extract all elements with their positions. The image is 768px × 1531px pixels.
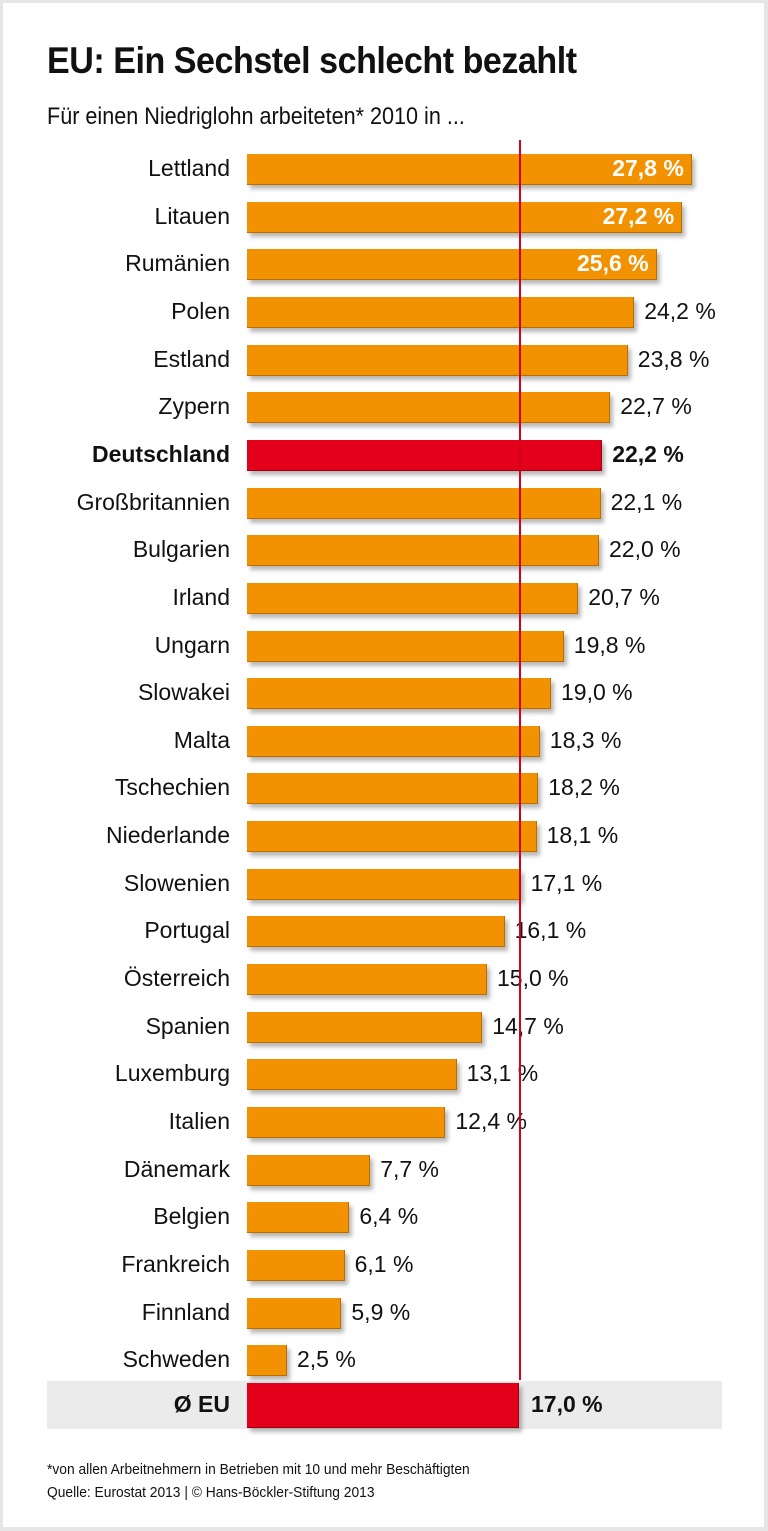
bar-zypern [247,392,611,424]
value-label: 20,7 % [588,583,660,610]
bar-polen [247,296,635,328]
bar-belgien [247,1202,350,1234]
category-label: Luxemburg [114,1060,230,1087]
category-label: Tschechien [114,774,230,801]
category-label: Bulgarien [132,536,230,563]
category-label: Estland [153,345,230,372]
bar-portugal [247,916,505,948]
value-label: 6,1 % [354,1250,414,1277]
value-label: 13,1 % [466,1060,539,1087]
bar-eu-average [247,1383,519,1428]
value-label: 2,5 % [297,1346,356,1373]
category-label: Belgien [153,1203,230,1230]
bar-ungarn [247,630,564,662]
bar-italien [247,1107,446,1138]
category-label: Irland [172,583,230,610]
category-label: Schweden [122,1346,230,1373]
value-label: 23,8 % [637,345,710,372]
footnote: *von allen Arbeitnehmern in Betrieben mi… [47,1461,470,1478]
value-label: 17,1 % [530,869,603,896]
bar-österreich [247,964,487,996]
value-label: 6,4 % [359,1203,419,1230]
value-label: 22,7 % [620,393,692,420]
value-label: 25,6 % [577,250,649,277]
bar-niederlande [247,821,537,853]
category-label: Deutschland [91,440,230,467]
category-label: Frankreich [121,1250,230,1277]
category-label: Dänemark [123,1155,230,1182]
category-label: Litauen [154,202,230,229]
value-label: 5,9 % [351,1298,411,1325]
value-label: 24,2 % [644,297,716,324]
value-label: 18,2 % [548,774,620,801]
bar-tschechien [247,773,539,805]
chart-title: EU: Ein Sechstel schlecht bezahlt [47,40,577,81]
source-credit: Quelle: Eurostat 2013 | © Hans-Böckler-S… [47,1484,375,1501]
category-label: Großbritannien [76,488,230,515]
bar-finnland [247,1297,342,1329]
bar-irland [247,582,579,614]
bar-dänemark [247,1154,371,1186]
category-label: Lettland [148,155,230,181]
category-label: Slowakei [137,679,230,706]
value-label: 18,3 % [549,726,622,753]
bar-großbritannien [247,487,601,519]
bar-frankreich [247,1249,345,1281]
value-label: 16,1 % [514,917,587,944]
category-label: Zypern [158,393,230,420]
value-label: 19,8 % [573,631,646,658]
value-label: 19,0 % [561,679,633,706]
value-label: 27,8 % [612,155,684,181]
value-label: 18,1 % [546,822,619,849]
eu-average-line [519,140,521,1380]
eu-average-label: Ø EU [173,1391,230,1417]
bar-slowakei [247,678,551,710]
value-label: 7,7 % [380,1155,440,1182]
category-label: Ungarn [154,631,230,658]
value-label: 27,2 % [602,202,675,229]
value-label: 22,1 % [610,488,683,515]
category-label: Niederlande [105,822,230,849]
bar-spanien [247,1011,483,1043]
eu-average-value: 17,0 % [531,1391,603,1417]
bar-slowenien [247,868,521,900]
category-label: Polen [171,297,230,324]
bar-deutschland [247,439,603,471]
bar-litauen [247,201,683,233]
value-label: 15,0 % [497,965,569,992]
category-label: Finnland [141,1298,230,1325]
value-label: 14,7 % [492,1012,564,1039]
value-label: 22,2 % [612,440,684,467]
category-label: Rumänien [125,250,230,277]
category-label: Malta [173,726,230,753]
bar-lettland [247,154,692,185]
value-label: 12,4 % [455,1108,527,1134]
bar-bulgarien [247,535,599,567]
category-label: Portugal [144,917,230,944]
bar-schweden [247,1345,287,1377]
bar-rumänien [247,249,657,281]
bar-estland [247,344,628,376]
bar-luxemburg [247,1059,457,1091]
category-label: Österreich [123,965,230,992]
chart-subtitle: Für einen Niedriglohn arbeiteten* 2010 i… [47,103,465,130]
value-label: 22,0 % [609,536,681,563]
category-label: Spanien [145,1012,230,1039]
category-label: Slowenien [123,869,230,896]
bar-malta [247,725,540,757]
category-label: Italien [168,1108,230,1134]
